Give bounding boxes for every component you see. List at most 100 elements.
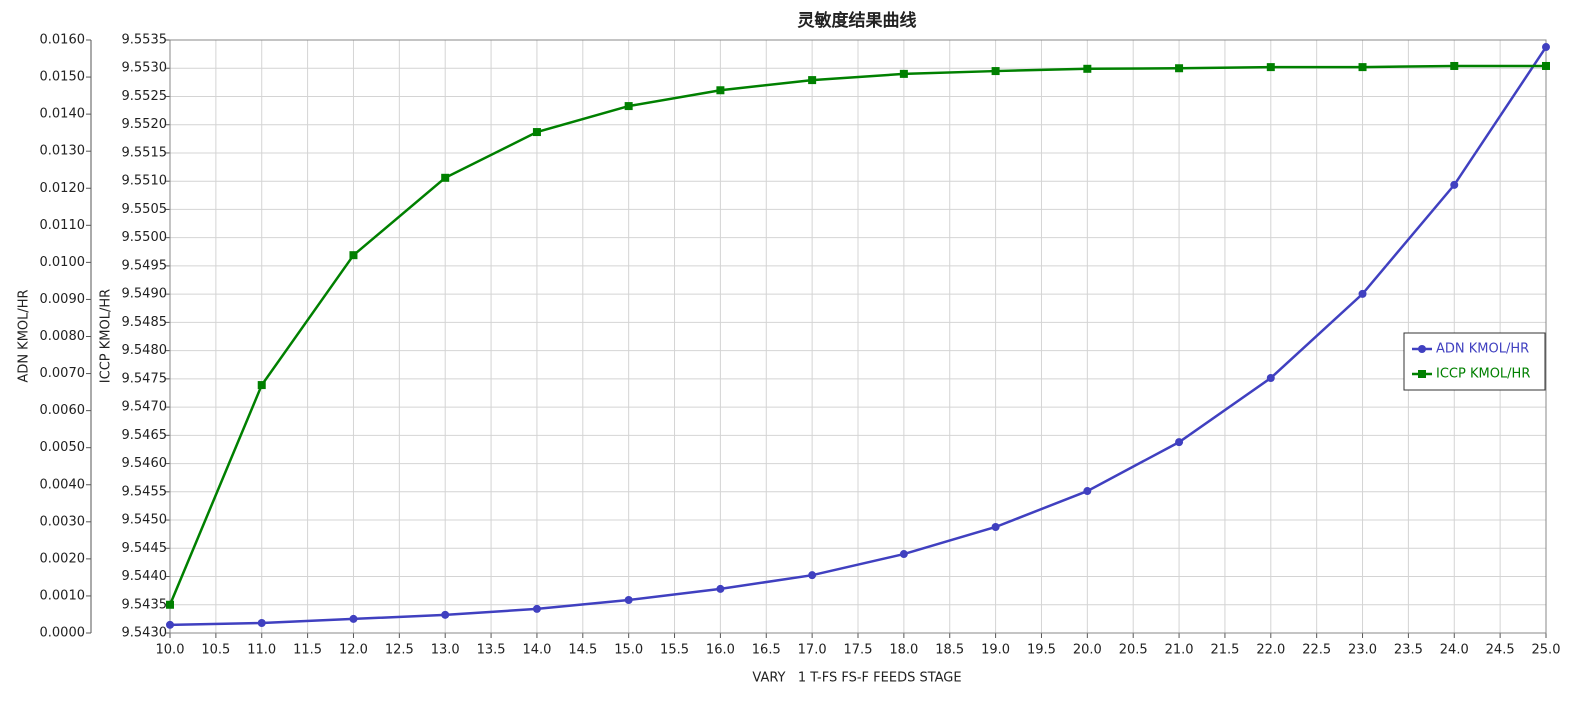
y2-tick-label: 9.5430 bbox=[122, 626, 168, 641]
y-tick-label: 0.0090 bbox=[40, 292, 86, 307]
x-tick-label: 13.0 bbox=[431, 643, 460, 658]
y-tick-label: 0.0030 bbox=[40, 514, 86, 529]
x-tick-label: 11.5 bbox=[293, 643, 322, 658]
series-line bbox=[168, 64, 1546, 606]
x-tick-label: 18.5 bbox=[935, 643, 964, 658]
marker bbox=[1358, 63, 1367, 72]
marker bbox=[1542, 43, 1550, 52]
x-tick-label: 16.0 bbox=[706, 643, 735, 658]
x-tick-label: 23.0 bbox=[1348, 643, 1377, 658]
marker bbox=[349, 251, 358, 260]
y-tick-label: 0.0010 bbox=[40, 588, 86, 603]
y-tick-label: 0.0140 bbox=[40, 107, 86, 122]
y2-tick-label: 9.5480 bbox=[122, 343, 168, 358]
marker bbox=[808, 76, 817, 85]
y-tick-label: 0.0160 bbox=[40, 33, 86, 48]
y2-tick-label: 9.5435 bbox=[122, 597, 168, 612]
marker bbox=[257, 381, 266, 390]
x-tick-label: 13.5 bbox=[477, 643, 506, 658]
y-tick-label: 0.0150 bbox=[40, 70, 86, 85]
x-tick-label: 14.5 bbox=[568, 643, 597, 658]
marker bbox=[257, 618, 266, 627]
series-line bbox=[169, 46, 1548, 627]
x-tick-label: 11.0 bbox=[247, 643, 276, 658]
y2-tick-label: 9.5530 bbox=[122, 61, 168, 76]
marker bbox=[624, 102, 633, 111]
x-tick-label: 21.0 bbox=[1165, 643, 1194, 658]
marker bbox=[1358, 289, 1367, 298]
marker bbox=[991, 523, 1000, 532]
x-tick-label: 22.5 bbox=[1302, 643, 1331, 658]
y2-tick-label: 9.5450 bbox=[122, 513, 168, 528]
x-tick-label: 15.5 bbox=[660, 643, 689, 658]
y-tick-label: 0.0120 bbox=[40, 181, 86, 196]
x-tick-label: 12.0 bbox=[339, 643, 368, 658]
y-tick-label: 0.0130 bbox=[40, 144, 86, 159]
x-tick-label: 20.0 bbox=[1073, 643, 1102, 658]
y-tick-label: 0.0110 bbox=[40, 218, 86, 233]
y-tick-label: 0.0070 bbox=[40, 366, 86, 381]
y-tick-label: 0.0020 bbox=[40, 551, 86, 566]
chart-title: 灵敏度结果曲线 bbox=[798, 10, 917, 31]
x-axis-label: VARY 1 T-FS FS-F FEEDS STAGE bbox=[752, 671, 961, 686]
y-tick-label: 0.0000 bbox=[40, 626, 86, 641]
marker bbox=[441, 610, 450, 619]
x-tick-label: 17.0 bbox=[798, 643, 827, 658]
marker bbox=[991, 67, 1000, 76]
y2-tick-label: 9.5465 bbox=[122, 428, 168, 443]
y2-tick-label: 9.5510 bbox=[122, 174, 168, 189]
legend-label: ICCP KMOL/HR bbox=[1436, 367, 1530, 382]
y2-tick-label: 9.5460 bbox=[122, 456, 168, 471]
y2-tick-label: 9.5485 bbox=[122, 315, 168, 330]
x-tick-label: 19.0 bbox=[981, 643, 1010, 658]
marker bbox=[166, 620, 174, 629]
marker bbox=[624, 596, 633, 605]
x-tick-label: 21.5 bbox=[1210, 643, 1239, 658]
marker bbox=[1450, 61, 1459, 70]
marker bbox=[716, 86, 725, 95]
y2-tick-label: 9.5505 bbox=[122, 202, 168, 217]
y-axis-label: ADN KMOL/HR bbox=[17, 289, 32, 382]
marker bbox=[166, 600, 174, 609]
marker bbox=[349, 614, 358, 623]
x-tick-label: 15.0 bbox=[614, 643, 643, 658]
x-tick-label: 20.5 bbox=[1119, 643, 1148, 658]
marker bbox=[441, 173, 450, 182]
y-tick-label: 0.0080 bbox=[40, 329, 86, 344]
x-tick-label: 16.5 bbox=[752, 643, 781, 658]
marker bbox=[1450, 180, 1459, 189]
marker bbox=[532, 604, 541, 613]
y2-tick-label: 9.5470 bbox=[122, 400, 168, 415]
y2-tick-label: 9.5490 bbox=[122, 287, 168, 302]
marker bbox=[716, 584, 725, 593]
marker bbox=[808, 571, 817, 580]
x-tick-label: 10.0 bbox=[156, 643, 185, 658]
x-tick-label: 17.5 bbox=[844, 643, 873, 658]
y-tick-label: 0.0100 bbox=[40, 255, 86, 270]
x-tick-label: 24.0 bbox=[1440, 643, 1469, 658]
marker bbox=[899, 69, 908, 78]
marker bbox=[1175, 438, 1184, 447]
marker bbox=[1266, 374, 1275, 383]
y2-tick-label: 9.5535 bbox=[122, 33, 168, 48]
marker bbox=[1266, 63, 1275, 72]
marker bbox=[1175, 64, 1184, 73]
y2-tick-label: 9.5440 bbox=[122, 569, 168, 584]
marker bbox=[1542, 61, 1550, 70]
x-tick-label: 22.0 bbox=[1256, 643, 1285, 658]
x-tick-label: 23.5 bbox=[1394, 643, 1423, 658]
y-tick-label: 0.0050 bbox=[40, 440, 86, 455]
y2-tick-label: 9.5520 bbox=[122, 117, 168, 132]
marker bbox=[532, 128, 541, 137]
x-tick-label: 18.0 bbox=[889, 643, 918, 658]
x-tick-label: 12.5 bbox=[385, 643, 414, 658]
marker bbox=[1083, 64, 1092, 73]
x-tick-label: 24.5 bbox=[1486, 643, 1515, 658]
x-tick-label: 10.5 bbox=[201, 643, 230, 658]
y2-tick-label: 9.5525 bbox=[122, 89, 168, 104]
x-tick-label: 14.0 bbox=[522, 643, 551, 658]
y2-axis-label: ICCP KMOL/HR bbox=[99, 289, 114, 383]
y2-tick-label: 9.5495 bbox=[122, 258, 168, 273]
